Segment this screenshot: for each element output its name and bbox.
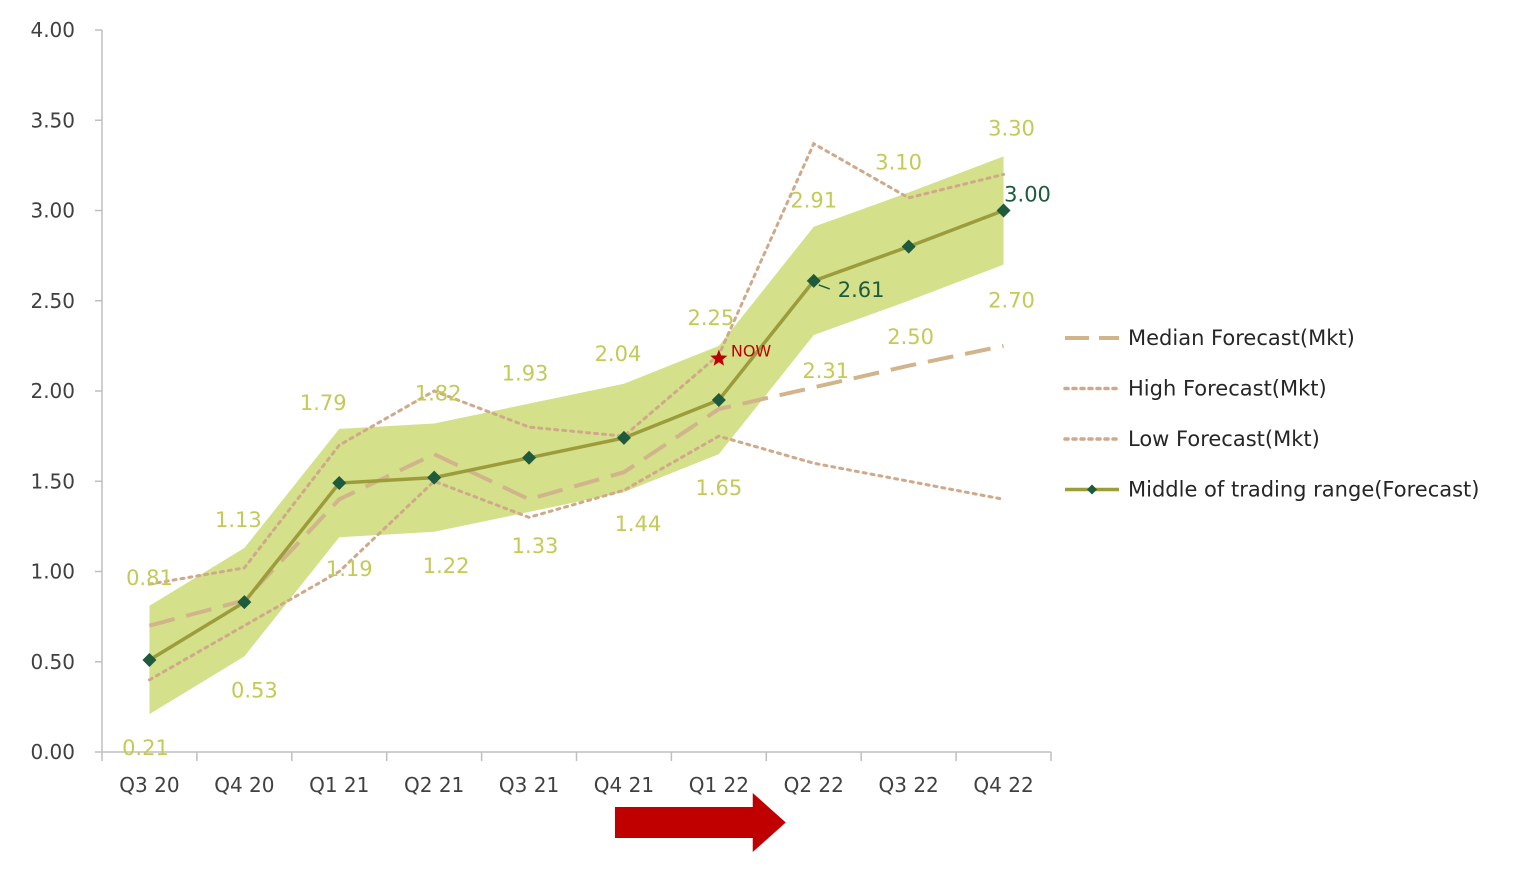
diamond-marker [806,273,821,288]
upper-value-label: 0.81 [126,566,173,590]
diamond-marker [332,476,347,491]
data-labels: 0.81 1.13 1.79 1.82 1.93 2.04 2.25 2.91 3.10 3.30… [122,116,1051,760]
lower-value-label: 1.65 [695,476,742,500]
x-tick-label: Q4 21 [594,773,654,797]
chart-axes: 0.00 0.50 1.00 1.50 2.00 2.50 3.00 3.50 4.00 Q3 2… [30,18,1052,797]
upper-value-label: 2.91 [790,189,837,213]
y-tick-label: 0.00 [30,740,75,764]
legend-label-1: High Forecast(Mkt) [1128,377,1327,401]
lower-value-label: 1.19 [326,557,373,581]
lower-value-label: 2.50 [887,325,934,349]
lower-value-label: 1.44 [615,512,662,536]
y-tick-label: 3.00 [30,199,75,223]
upper-value-label: 2.25 [687,306,734,330]
y-tick-label: 0.50 [30,650,75,674]
middle-value-label: 3.00 [1004,183,1051,207]
diamond-marker [142,652,157,667]
diamond-marker [711,393,726,408]
y-tick-label: 1.00 [30,560,75,584]
y-tick-label: 2.00 [30,379,75,403]
upper-value-label: 3.10 [875,150,922,174]
series-line-0 [148,343,1004,628]
diamond-marker [616,430,631,445]
x-tick-label: Q3 22 [879,773,939,797]
diamond-marker [427,470,442,485]
y-tick-label: 3.50 [30,108,75,132]
legend-label-3: Middle of trading range(Forecast) [1128,478,1479,502]
y-tick-label: 2.50 [30,289,75,313]
upper-value-label: 1.13 [215,508,262,532]
chart-annotations: NOW [614,342,786,852]
lower-value-label: 2.31 [802,359,849,383]
label-leader-line [818,284,831,290]
diamond-marker [901,239,916,254]
upper-value-label: 2.04 [595,342,642,366]
lower-value-label: 0.21 [122,736,169,760]
legend-label-2: Low Forecast(Mkt) [1128,427,1320,451]
lower-value-label: 2.70 [988,289,1035,313]
lower-value-label: 1.33 [512,534,559,558]
legend-diamond-marker [1087,484,1097,495]
diamond-marker [996,203,1011,218]
series-line-3 [148,208,1005,662]
legend-label-0: Median Forecast(Mkt) [1128,326,1355,350]
now-label: NOW [731,342,772,361]
now-star-icon [710,349,728,366]
lower-value-label: 0.53 [231,678,278,702]
upper-value-label: 1.82 [415,381,462,405]
x-tick-label: Q3 21 [499,773,559,797]
trading-range-band [149,156,1004,715]
upper-value-label: 1.93 [502,362,549,386]
x-tick-label: Q1 21 [309,773,369,797]
forecast-band [149,156,1004,715]
x-tick-label: Q4 20 [214,773,274,797]
upper-value-label: 1.79 [300,391,347,415]
x-tick-label: Q3 20 [119,773,179,797]
series-line-1 [147,141,1006,586]
upper-value-label: 3.30 [988,116,1035,140]
y-tick-label: 4.00 [30,18,75,42]
diamond-marker [522,450,537,465]
chart-legend: Median Forecast(Mkt) High Forecast(Mkt) Lo… [1063,326,1479,502]
chart-series [142,141,1011,682]
x-tick-label: Q1 22 [689,773,749,797]
series-line-2 [147,434,1006,682]
x-tick-label: Q2 21 [404,773,464,797]
y-tick-label: 1.50 [30,469,75,493]
diamond-marker [237,595,252,610]
middle-value-label: 2.61 [838,278,885,302]
lower-value-label: 1.22 [423,554,470,578]
x-tick-label: Q4 22 [973,773,1033,797]
forward-arrow-icon [614,793,786,852]
x-tick-label: Q2 22 [784,773,844,797]
